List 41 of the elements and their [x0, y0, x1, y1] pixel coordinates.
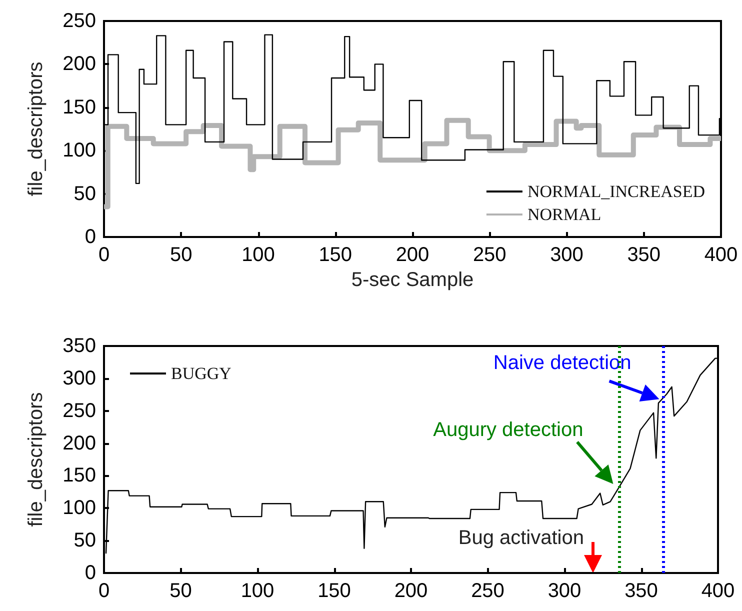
y-tick-label: 50: [74, 530, 96, 552]
y-axis-title: file_descriptors: [25, 62, 47, 196]
x-tick-label: 100: [240, 580, 274, 602]
annotation: Augury detection: [433, 419, 584, 442]
legend-label: NORMAL: [527, 205, 602, 224]
y-tick-label: 350: [62, 335, 96, 357]
x-axis-title: 5-sec Sample: [351, 268, 474, 291]
x-tick-label: 250: [471, 580, 504, 602]
x-tick-label: 0: [98, 244, 110, 266]
y-tick-label: 200: [62, 432, 96, 454]
x-tick-label: 300: [550, 244, 584, 266]
y-tick-label: 0: [84, 226, 96, 248]
y-tick-label: 50: [74, 182, 96, 205]
x-tick-label: 200: [396, 244, 430, 266]
y-tick-label: 250: [62, 10, 96, 32]
legend-label: BUGGY: [171, 364, 232, 383]
annotation: Bug activation: [458, 527, 584, 549]
x-tick-label: 250: [472, 244, 506, 266]
y-tick-label: 0: [84, 562, 96, 584]
x-tick-label: 350: [624, 580, 658, 602]
y-tick-label: 200: [62, 53, 96, 76]
x-tick-label: 100: [242, 244, 275, 266]
annotation: Naive detection: [493, 352, 632, 374]
y-tick-label: 100: [62, 140, 96, 162]
y-tick-label: 250: [62, 400, 96, 422]
y-tick-label: 150: [62, 464, 96, 487]
x-tick-label: 300: [548, 580, 582, 602]
y-tick-label: 150: [62, 96, 96, 118]
legend-label: NORMAL_INCREASED: [527, 182, 705, 201]
x-tick-label: 400: [704, 244, 738, 266]
y-tick-label: 300: [62, 367, 96, 390]
x-tick-label: 150: [318, 580, 351, 602]
x-tick-label: 50: [170, 580, 192, 602]
y-tick-label: 100: [62, 497, 96, 520]
x-tick-label: 400: [701, 580, 735, 602]
x-tick-label: 0: [98, 580, 110, 602]
x-tick-label: 150: [318, 244, 352, 266]
x-tick-label: 350: [627, 244, 661, 266]
x-tick-label: 200: [394, 580, 428, 602]
x-tick-label: 50: [170, 244, 192, 266]
y-axis-title: file_descriptors: [25, 392, 47, 527]
